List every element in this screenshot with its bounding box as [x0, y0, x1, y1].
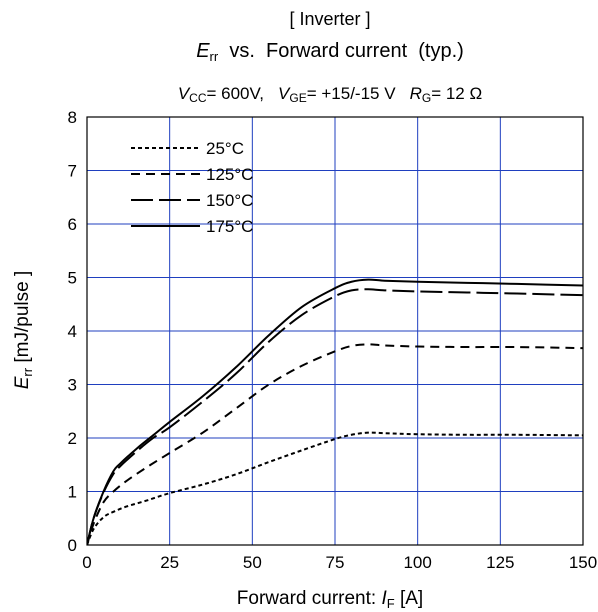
legend-label: 150°C: [206, 191, 253, 210]
x-tick-label: 25: [160, 553, 179, 572]
legend-label: 125°C: [206, 165, 253, 184]
y-axis-label-symbol: E: [12, 376, 33, 389]
x-axis-label-text: Forward current:: [237, 588, 382, 609]
legend-label: 25°C: [206, 139, 244, 158]
y-axis-label: Err [mJ/pulse ]: [12, 271, 35, 390]
legend-label: 175°C: [206, 217, 253, 236]
y-axis-label-sub: rr: [20, 367, 35, 376]
series-line-175c: [87, 278, 583, 545]
y-tick-label: 5: [68, 269, 77, 288]
legend: 25°C 125°C 150°C 175°C: [131, 139, 253, 236]
series-line-25c: [87, 431, 583, 545]
condition-vge-value: = +15/-15 V: [307, 84, 397, 103]
x-tick-labels: 0 25 50 75 100 125 150: [82, 553, 597, 572]
condition-vcc-value: = 600V,: [207, 84, 265, 103]
x-axis-label-sub: F: [387, 596, 395, 611]
chart-conditions: VCC= 600V, VGE= +15/-15 V RG= 12 Ω: [178, 84, 482, 105]
y-tick-labels: 0 1 2 3 4 5 6 7 8: [68, 108, 77, 555]
series-line-125c: [87, 343, 583, 545]
x-tick-label: 0: [82, 553, 91, 572]
y-axis-label-unit: [mJ/pulse ]: [12, 271, 33, 368]
condition-vcc-sub: CC: [189, 91, 207, 105]
condition-rg-sub: G: [422, 91, 431, 105]
y-tick-label: 0: [68, 536, 77, 555]
grid-lines: [87, 117, 583, 545]
condition-vge-sub: GE: [289, 91, 306, 105]
subtitle-symbol: E: [196, 40, 210, 62]
x-tick-label: 50: [243, 553, 262, 572]
x-axis-label-unit: [A]: [395, 588, 424, 609]
subtitle-text: vs. Forward current (typ.): [218, 40, 464, 62]
plot-frame: [86, 116, 584, 546]
y-tick-label: 4: [68, 322, 77, 341]
condition-vge-symbol: V: [278, 84, 291, 103]
series-line-150c: [87, 288, 583, 545]
condition-rg-value: = 12 Ω: [431, 84, 482, 103]
x-tick-label: 75: [326, 553, 345, 572]
condition-rg-symbol: R: [410, 84, 422, 103]
y-tick-label: 1: [68, 483, 77, 502]
x-axis-label: Forward current: IF [A]: [237, 588, 423, 611]
chart-subtitle: Err vs. Forward current (typ.): [196, 40, 464, 64]
x-tick-label: 100: [403, 553, 431, 572]
x-tick-label: 150: [569, 553, 597, 572]
y-tick-label: 8: [68, 108, 77, 127]
series-layer: [87, 278, 583, 545]
condition-vcc-symbol: V: [178, 84, 191, 103]
subtitle-subscript: rr: [210, 49, 219, 64]
x-axis-label-symbol: I: [381, 588, 387, 609]
y-tick-label: 6: [68, 215, 77, 234]
y-tick-label: 3: [68, 376, 77, 395]
chart-title: [ Inverter ]: [289, 9, 370, 29]
x-tick-label: 125: [486, 553, 514, 572]
y-tick-label: 7: [68, 162, 77, 181]
y-tick-label: 2: [68, 429, 77, 448]
